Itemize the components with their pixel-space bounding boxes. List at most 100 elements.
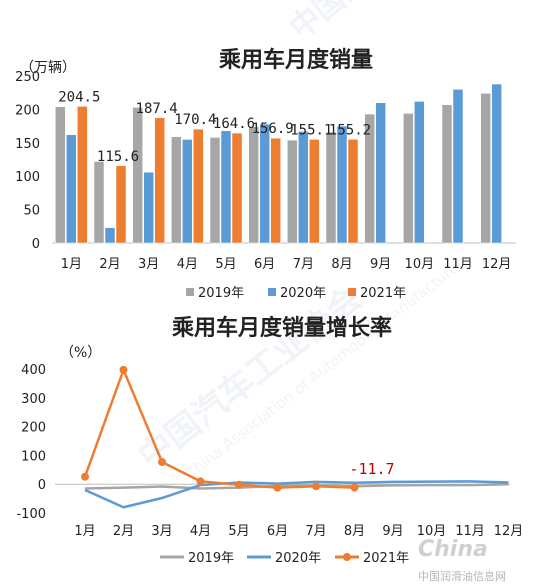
- bar-mark: [491, 83, 502, 244]
- line-x-tick-label: 9月: [382, 524, 403, 539]
- bar-mark: [154, 117, 165, 244]
- bar-mark: [104, 227, 116, 244]
- line-x-axis: 1月 2月 3月 4月 5月 6月 7月 8月 9月 10月 11月 12月: [74, 524, 523, 539]
- line-y-tick-label: 300: [21, 392, 46, 407]
- bar-legend-label: 2020年: [280, 286, 326, 301]
- bar-y-tick-label: 150: [15, 137, 40, 152]
- bar-data-label: 156.9: [252, 121, 294, 137]
- bar-data-label: 204.5: [58, 89, 100, 105]
- bar-chart-title: 乘用车月度销量: [218, 47, 373, 73]
- line-legend-marker: [343, 553, 351, 561]
- line-x-tick-label: 7月: [305, 524, 326, 539]
- line-y-tick-label: 400: [21, 363, 46, 378]
- bar-mark: [220, 130, 232, 244]
- line-point: [158, 458, 166, 467]
- bar-y-tick-label: 50: [23, 204, 40, 219]
- line-legend-label: 2019年: [188, 551, 234, 566]
- bar-mark: [132, 107, 143, 244]
- bar-legend-swatch: [348, 288, 356, 296]
- line-series-path: [83, 368, 355, 489]
- bar-x-tick-label: 1月: [61, 257, 82, 272]
- annotation-label: -11.7: [349, 460, 394, 478]
- line-point: [119, 365, 128, 374]
- bar-y-tick-label: 250: [15, 70, 40, 85]
- watermark-text-1: 中国汽车工业协会: [131, 278, 370, 477]
- footer-logo: China 中国润滑油信息网: [418, 537, 506, 583]
- line-point: [273, 483, 282, 492]
- bar-legend: 2019年 2020年 2021年: [186, 286, 406, 301]
- bar-x-tick-label: 4月: [177, 257, 198, 272]
- bar-mark: [115, 165, 127, 244]
- bar-mark: [298, 131, 309, 244]
- bar-legend-label: 2021年: [360, 286, 406, 301]
- bar-y-tick-label: 100: [15, 170, 40, 185]
- bar-x-tick-label: 8月: [331, 257, 352, 272]
- bar-data-label: 187.4: [136, 101, 178, 117]
- bar-mark: [414, 101, 425, 244]
- bar-mark: [248, 126, 259, 244]
- bar-mark: [441, 104, 453, 244]
- bar-x-tick-label: 3月: [138, 257, 159, 272]
- line-legend: 2019年 2020年 2021年: [160, 551, 409, 566]
- bar-y-tick-label: 0: [32, 237, 40, 252]
- line-y-axis: -100 0 100 200 300 400: [16, 363, 510, 522]
- bar-x-tick-label: 2月: [99, 257, 120, 272]
- bar-mark: [171, 136, 182, 244]
- bar-x-tick-label: 5月: [215, 257, 236, 272]
- line-y-tick-label: 0: [38, 478, 46, 493]
- bar-mark: [55, 106, 66, 244]
- line-chart-y-unit: （%）: [60, 345, 101, 361]
- bar-mark: [259, 123, 270, 244]
- line-x-tick-label: 12月: [494, 524, 524, 539]
- bar-y-axis: 0 50 100 150 200 250: [15, 70, 516, 252]
- line-point: [196, 477, 205, 486]
- bar-data-label: 155.2: [329, 122, 371, 138]
- bar-mark: [182, 139, 193, 244]
- bar-mark: [403, 113, 414, 244]
- bar-x-tick-label: 6月: [254, 257, 275, 272]
- line-chart-title: 乘用车月度销量增长率: [171, 315, 392, 341]
- line-x-tick-label: 2月: [113, 524, 134, 539]
- bar-data-label: 164.6: [213, 116, 255, 132]
- bar-mark: [309, 139, 320, 244]
- line-y-tick-label: -100: [16, 507, 46, 522]
- line-chart: 乘用车月度销量增长率 （%） -100 0 100 200 300 400 1月 2月 3月 4…: [16, 315, 523, 566]
- watermark-text-2: China Association of Automobile Manufact…: [181, 250, 473, 483]
- line-x-tick-label: 10月: [417, 524, 447, 539]
- bar-legend-swatch: [186, 288, 194, 296]
- line-point: [235, 480, 243, 489]
- bar-x-tick-label: 10月: [405, 257, 435, 272]
- bar-mark: [325, 131, 337, 244]
- line-x-tick-label: 4月: [190, 524, 211, 539]
- bar-mark: [375, 102, 386, 244]
- line-x-tick-label: 1月: [74, 524, 95, 539]
- line-legend-label: 2021年: [363, 551, 409, 566]
- bar-mark: [287, 139, 298, 244]
- bar-data-label: 155.1: [290, 122, 332, 138]
- bar-mark: [270, 137, 281, 244]
- watermark-text-3: 中国汽车工业协会: [283, 0, 494, 46]
- line-y-tick-label: 200: [21, 421, 46, 436]
- bar-mark: [336, 125, 348, 244]
- bar-mark: [452, 89, 464, 244]
- bar-x-tick-label: 12月: [482, 257, 512, 272]
- line-x-tick-label: 5月: [228, 524, 249, 539]
- bar-mark: [193, 128, 204, 244]
- line-x-tick-label: 11月: [455, 524, 485, 539]
- line-series: [81, 365, 509, 509]
- bar-data-label: 170.4: [174, 112, 216, 128]
- bar-legend-swatch: [268, 288, 276, 296]
- line-x-tick-label: 8月: [344, 524, 365, 539]
- bar-mark: [209, 137, 221, 244]
- bar-mark: [93, 161, 105, 244]
- line-y-tick-label: 100: [21, 449, 46, 464]
- bar-x-tick-label: 9月: [370, 257, 391, 272]
- bar-mark: [77, 106, 88, 244]
- line-series-path: [84, 482, 509, 490]
- bar-mark: [143, 171, 154, 244]
- bar-data-label: 115.6: [97, 149, 139, 165]
- line-x-tick-label: 3月: [151, 524, 172, 539]
